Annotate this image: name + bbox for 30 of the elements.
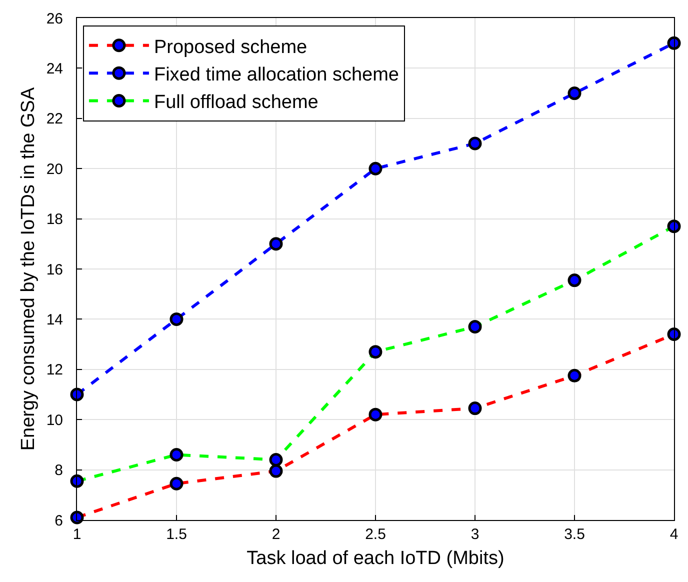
y-tick-label: 24 (46, 60, 63, 78)
y-tick-label: 12 (46, 362, 63, 379)
point (468, 136, 482, 150)
point (269, 237, 283, 251)
y-tick-label: 10 (46, 412, 63, 429)
y-tick-label: 20 (46, 160, 63, 178)
legend-label: Fixed time allocation scheme (154, 64, 399, 86)
y-tick-label: 14 (46, 311, 63, 328)
y-axis-title: Energy consumed by the IoTDs in the GSA (18, 87, 40, 451)
x-axis-title: Task load of each IoTD (Mbits) (246, 548, 504, 569)
y-tick-label: 26 (46, 10, 63, 28)
y-tick-label: 18 (46, 211, 63, 228)
x-tick-label: 3 (470, 526, 480, 543)
point (368, 162, 382, 176)
y-tick-label: 22 (46, 110, 63, 128)
y-tick-label: 6 (54, 512, 63, 530)
x-tick-label: 4 (670, 526, 678, 543)
legend-label: Full offload scheme (154, 92, 318, 114)
point (170, 312, 184, 326)
point (667, 36, 681, 50)
y-tick-label: 16 (46, 261, 63, 278)
legend-label: Proposed scheme (154, 36, 308, 58)
x-tick-label: 1.5 (166, 526, 187, 543)
x-tick-label: 1 (72, 526, 82, 543)
point (568, 86, 582, 100)
y-tick-label: 8 (54, 462, 63, 480)
x-tick-label: 3.5 (564, 526, 585, 543)
point (70, 388, 84, 402)
x-tick-label: 2 (272, 526, 280, 543)
x-tick-label: 2.5 (365, 526, 386, 543)
